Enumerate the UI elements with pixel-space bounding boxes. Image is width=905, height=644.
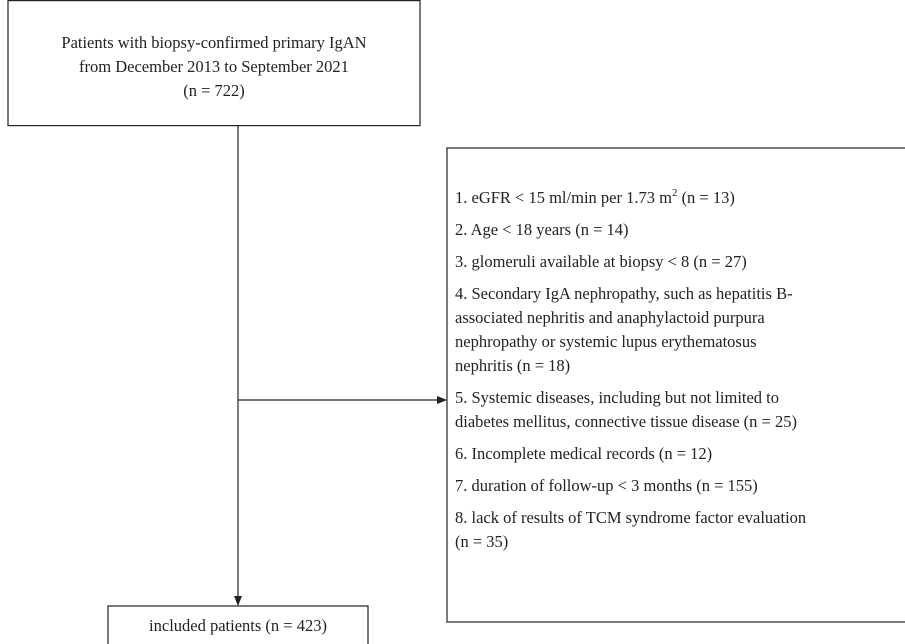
- node-text: included patients (n = 423): [149, 616, 327, 635]
- text-part: 1. eGFR < 15 ml/min per 1.73 m: [455, 188, 672, 207]
- end-box: [107, 605, 369, 644]
- exclusion-text: 4. Secondary IgA nephropathy, such as he…: [455, 284, 793, 303]
- exclusion-text: 1. eGFR < 15 ml/min per 1.73 m2 (n = 13): [455, 187, 735, 207]
- exclusion-text: diabetes mellitus, connective tissue dis…: [455, 412, 797, 431]
- superscript: 2: [672, 187, 678, 199]
- exclusion-box: [446, 147, 905, 623]
- node-text: (n = 722): [183, 81, 245, 100]
- exclusion-text: associated nephritis and anaphylactoid p…: [455, 308, 765, 327]
- node-text: Patients with biopsy-confirmed primary I…: [61, 33, 366, 52]
- node-text: from December 2013 to September 2021: [79, 57, 349, 76]
- exclusion-text: 5. Systemic diseases, including but not …: [455, 388, 779, 407]
- exclusion-text: 3. glomeruli available at biopsy < 8 (n …: [455, 252, 747, 271]
- text-part: (n = 13): [677, 188, 734, 207]
- exclusion-text: nephropathy or systemic lupus erythemato…: [455, 332, 757, 351]
- start-box: [7, 0, 421, 127]
- exclusion-text: 7. duration of follow-up < 3 months (n =…: [455, 476, 758, 495]
- exclusion-text: (n = 35): [455, 532, 508, 551]
- texts: Patients with biopsy-confirmed primary I…: [61, 33, 806, 635]
- exclusion-text: 6. Incomplete medical records (n = 12): [455, 444, 712, 463]
- exclusion-text: 8. lack of results of TCM syndrome facto…: [455, 508, 806, 527]
- exclusion-text: 2. Age < 18 years (n = 14): [455, 220, 629, 239]
- exclusion-text: nephritis (n = 18): [455, 356, 570, 375]
